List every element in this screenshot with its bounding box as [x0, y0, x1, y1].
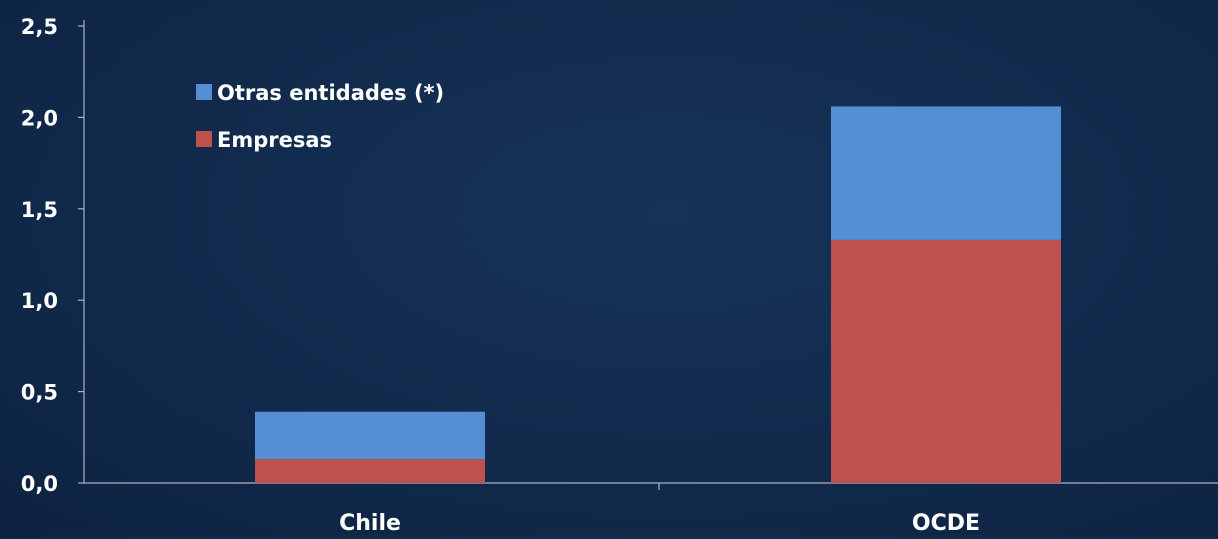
bar-segment — [831, 106, 1061, 240]
bar-segment — [255, 411, 485, 460]
axis-labels: 0,0 0,5 1,0 1,5 2,0 2,5 Chile OCDE — [21, 15, 980, 536]
legend-swatch — [196, 84, 212, 100]
legend-label: Otras entidades (*) — [217, 81, 444, 105]
x-category-label: Chile — [339, 511, 401, 535]
y-tick-label: 2,5 — [21, 15, 58, 39]
x-category-label: OCDE — [912, 511, 980, 535]
legend: Otras entidades (*) Empresas — [196, 81, 444, 152]
y-tick-label: 1,0 — [21, 289, 58, 313]
y-tick-label: 0,0 — [21, 472, 58, 496]
bars — [255, 106, 1061, 483]
bar-segment — [255, 459, 485, 483]
y-tick-label: 1,5 — [21, 198, 58, 222]
legend-swatch — [196, 131, 212, 147]
legend-label: Empresas — [217, 128, 332, 152]
y-tick-label: 2,0 — [21, 106, 58, 130]
y-tick-label: 0,5 — [21, 381, 58, 405]
bar-segment — [831, 239, 1061, 483]
